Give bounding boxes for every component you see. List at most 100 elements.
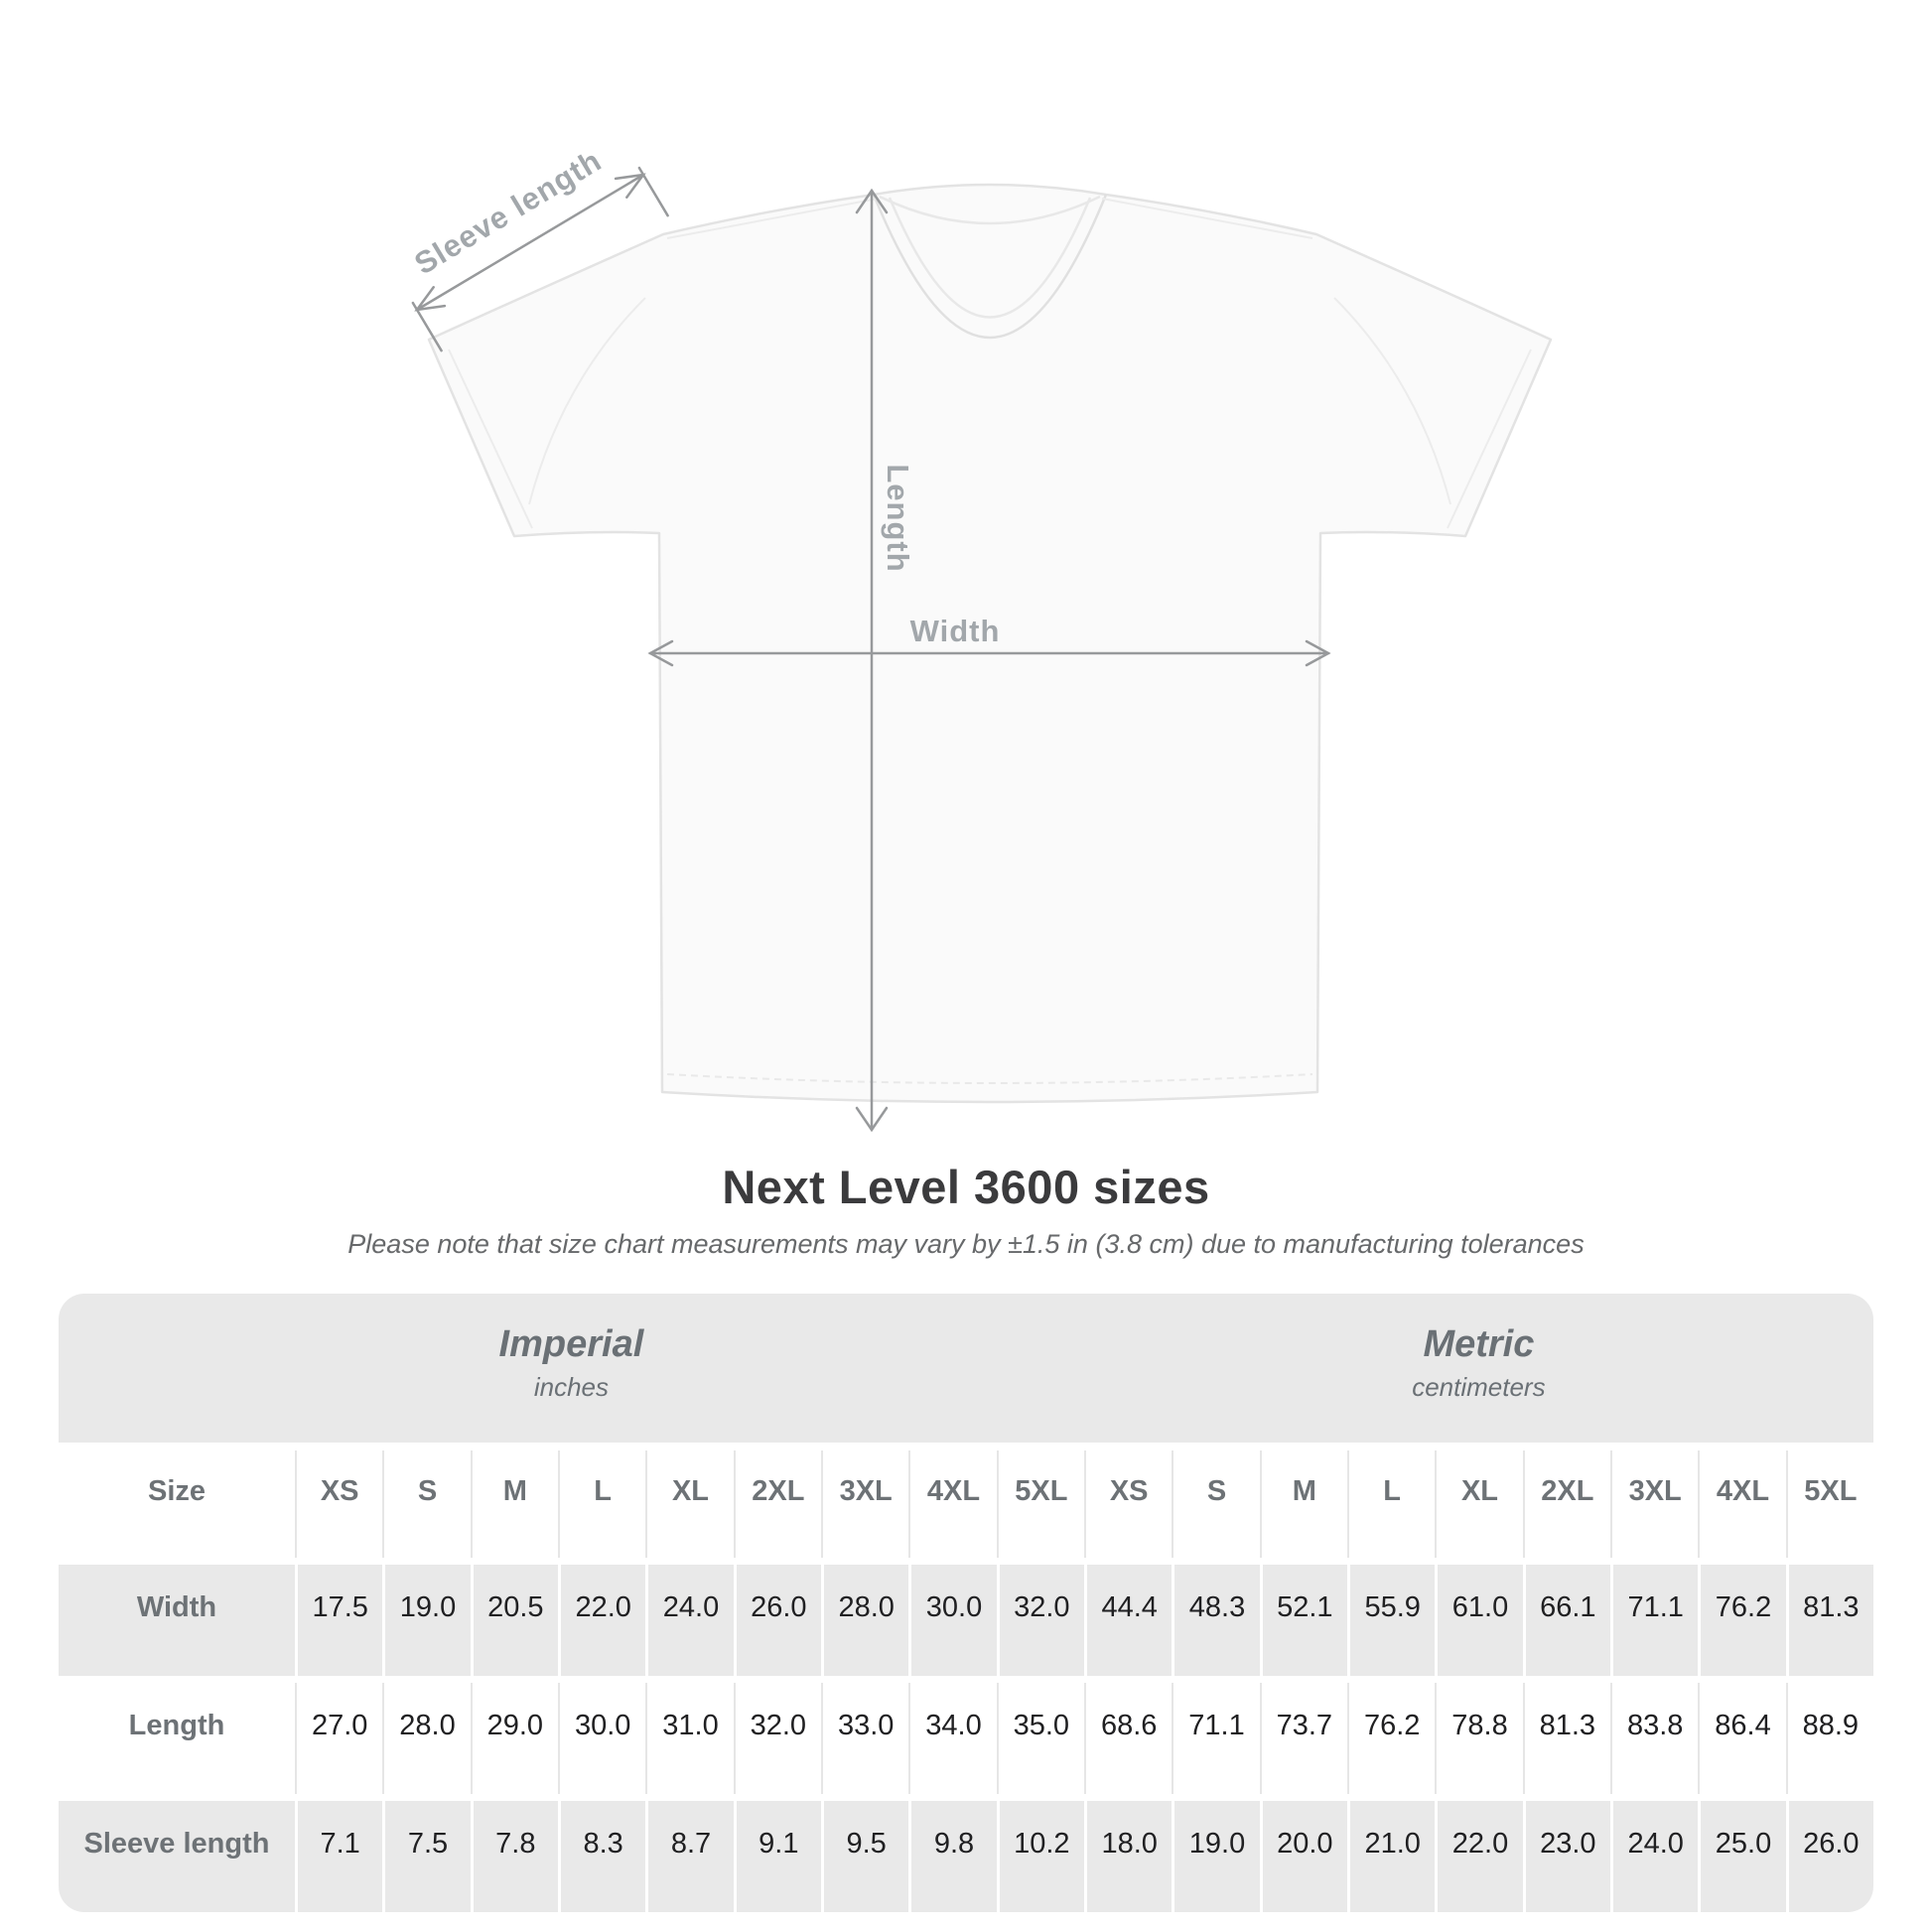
imperial-value: 32.0 — [733, 1683, 821, 1794]
measurement-row: Sleeve length 7.1 7.5 7.8 8.3 8.7 9.1 9.5 9.8 10.… — [59, 1801, 1873, 1912]
metric-value: 71.1 — [1610, 1565, 1699, 1676]
imperial-value: 8.7 — [645, 1801, 734, 1912]
metric-value: 76.2 — [1698, 1565, 1786, 1676]
metric-value: 76.2 — [1347, 1683, 1436, 1794]
imperial-value: 9.5 — [821, 1801, 909, 1912]
size-table: Imperial inches Metric centimeters Size X… — [59, 1294, 1873, 1912]
metric-value: 78.8 — [1435, 1683, 1523, 1794]
size-column-header: XL — [1435, 1450, 1523, 1558]
tolerance-note: Please note that size chart measurements… — [347, 1229, 1585, 1259]
size-column-header: 2XL — [733, 1450, 821, 1558]
size-column-header: S — [382, 1450, 471, 1558]
metric-value: 68.6 — [1084, 1683, 1173, 1794]
metric-value: 19.0 — [1172, 1801, 1260, 1912]
imperial-value: 35.0 — [996, 1683, 1084, 1794]
metric-value: 24.0 — [1610, 1801, 1699, 1912]
width-label: Width — [909, 614, 1001, 648]
imperial-value: 9.1 — [733, 1801, 821, 1912]
size-column-header: 5XL — [1785, 1450, 1873, 1558]
imperial-value: 9.8 — [908, 1801, 997, 1912]
metric-value: 71.1 — [1172, 1683, 1260, 1794]
size-header-row: Size XS S M L XL 2XL 3XL 4XL 5XL XS S M L XL 2XL 3XL 4XL 5… — [59, 1450, 1873, 1558]
metric-name: Metric — [1423, 1323, 1535, 1365]
measurement-row: Length 27.0 28.0 29.0 30.0 31.0 32.0 33.0 34.0 35… — [59, 1683, 1873, 1794]
imperial-header: Imperial inches — [59, 1294, 1084, 1443]
size-column-header: 5XL — [996, 1450, 1084, 1558]
size-column-header: L — [558, 1450, 646, 1558]
imperial-unit: inches — [533, 1372, 609, 1402]
metric-value: 22.0 — [1435, 1801, 1523, 1912]
imperial-value: 24.0 — [645, 1565, 734, 1676]
size-column-header: L — [1347, 1450, 1436, 1558]
measurement-label: Length — [59, 1683, 295, 1794]
tshirt-silhouette — [427, 183, 1553, 1104]
metric-value: 81.3 — [1522, 1683, 1610, 1794]
size-column-header: M — [470, 1450, 558, 1558]
metric-value: 55.9 — [1347, 1565, 1436, 1676]
measurement-row: Width 17.5 19.0 20.5 22.0 24.0 26.0 28.0 30.0 32.… — [59, 1565, 1873, 1676]
metric-unit: centimeters — [1412, 1372, 1546, 1402]
tshirt-diagram: Sleeve length Length Width — [408, 143, 1553, 1133]
width-arrow — [647, 639, 1331, 667]
size-column-header: 3XL — [821, 1450, 909, 1558]
metric-value: 25.0 — [1698, 1801, 1786, 1912]
seam-lines — [448, 198, 1532, 529]
collar-detail — [872, 194, 1108, 339]
imperial-value: 26.0 — [733, 1565, 821, 1676]
size-column-header: S — [1172, 1450, 1260, 1558]
hem-stitch — [666, 1073, 1313, 1084]
metric-value: 52.1 — [1259, 1565, 1347, 1676]
sleeve-length-arrow — [411, 166, 669, 352]
metric-value: 48.3 — [1172, 1565, 1260, 1676]
imperial-value: 28.0 — [382, 1683, 471, 1794]
size-column-header: 2XL — [1522, 1450, 1610, 1558]
metric-value: 83.8 — [1610, 1683, 1699, 1794]
imperial-value: 33.0 — [821, 1683, 909, 1794]
metric-value: 66.1 — [1522, 1565, 1610, 1676]
imperial-value: 30.0 — [908, 1565, 997, 1676]
size-column-header: 4XL — [908, 1450, 997, 1558]
metric-value: 18.0 — [1084, 1801, 1173, 1912]
imperial-value: 19.0 — [382, 1565, 471, 1676]
metric-value: 88.9 — [1785, 1683, 1873, 1794]
size-table-rows: Size XS S M L XL 2XL 3XL 4XL 5XL XS S M L XL 2XL 3XL 4XL 5… — [59, 1450, 1873, 1912]
imperial-value: 10.2 — [996, 1801, 1084, 1912]
size-column-header: XS — [295, 1450, 383, 1558]
imperial-value: 29.0 — [470, 1683, 558, 1794]
measurement-label: Sleeve length — [59, 1801, 295, 1912]
imperial-value: 7.5 — [382, 1801, 471, 1912]
size-column-header: 3XL — [1610, 1450, 1699, 1558]
size-column-header: XS — [1084, 1450, 1173, 1558]
imperial-value: 8.3 — [558, 1801, 646, 1912]
page-title: Next Level 3600 sizes — [722, 1161, 1210, 1213]
metric-value: 61.0 — [1435, 1565, 1523, 1676]
length-arrow — [855, 188, 889, 1133]
imperial-value: 20.5 — [470, 1565, 558, 1676]
length-label: Length — [881, 464, 915, 573]
imperial-name: Imperial — [498, 1323, 644, 1365]
measurement-label: Width — [59, 1565, 295, 1676]
imperial-value: 17.5 — [295, 1565, 383, 1676]
size-column-header: M — [1259, 1450, 1347, 1558]
size-column-header: XL — [645, 1450, 734, 1558]
metric-value: 81.3 — [1785, 1565, 1873, 1676]
metric-value: 21.0 — [1347, 1801, 1436, 1912]
size-header-label: Size — [59, 1450, 295, 1558]
metric-value: 44.4 — [1084, 1565, 1173, 1676]
imperial-value: 32.0 — [996, 1565, 1084, 1676]
size-column-header: 4XL — [1698, 1450, 1786, 1558]
metric-value: 26.0 — [1785, 1801, 1873, 1912]
imperial-value: 34.0 — [908, 1683, 997, 1794]
metric-value: 20.0 — [1259, 1801, 1347, 1912]
metric-header: Metric centimeters — [1084, 1294, 1873, 1443]
metric-value: 23.0 — [1522, 1801, 1610, 1912]
imperial-value: 7.8 — [470, 1801, 558, 1912]
imperial-value: 31.0 — [645, 1683, 734, 1794]
imperial-value: 28.0 — [821, 1565, 909, 1676]
imperial-value: 27.0 — [295, 1683, 383, 1794]
imperial-value: 7.1 — [295, 1801, 383, 1912]
imperial-value: 22.0 — [558, 1565, 646, 1676]
metric-value: 73.7 — [1259, 1683, 1347, 1794]
metric-value: 86.4 — [1698, 1683, 1786, 1794]
